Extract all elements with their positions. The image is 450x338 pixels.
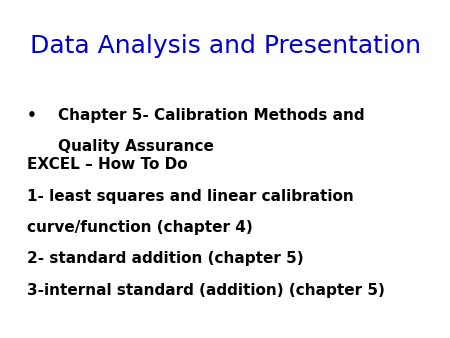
Text: EXCEL – How To Do: EXCEL – How To Do: [27, 157, 188, 172]
Text: 2- standard addition (chapter 5): 2- standard addition (chapter 5): [27, 251, 304, 266]
Text: Chapter 5- Calibration Methods and: Chapter 5- Calibration Methods and: [58, 108, 365, 123]
Text: 1- least squares and linear calibration: 1- least squares and linear calibration: [27, 189, 354, 203]
Text: 3-internal standard (addition) (chapter 5): 3-internal standard (addition) (chapter …: [27, 283, 385, 298]
Text: •: •: [27, 108, 37, 123]
Text: Quality Assurance: Quality Assurance: [58, 139, 214, 153]
Text: curve/function (chapter 4): curve/function (chapter 4): [27, 220, 253, 235]
Text: Data Analysis and Presentation: Data Analysis and Presentation: [30, 34, 420, 58]
